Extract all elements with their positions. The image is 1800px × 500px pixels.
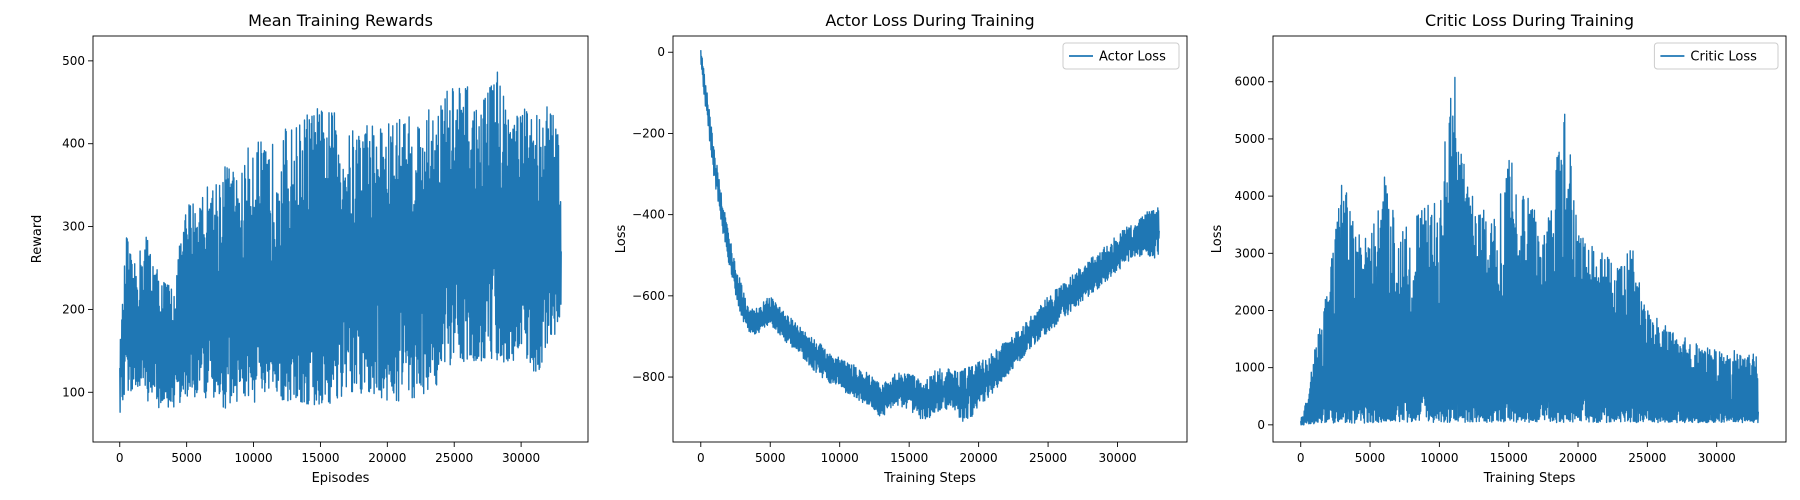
legend-label: Critic Loss — [1690, 50, 1757, 65]
y-tick-label: 200 — [62, 302, 85, 316]
x-tick-label: 5000 — [1355, 451, 1386, 465]
y-axis-label: Loss — [1210, 225, 1225, 254]
x-tick-label: 10000 — [821, 451, 859, 465]
panel-actor-loss: Actor Loss During Training Training Step… — [614, 11, 1188, 486]
x-tick-label: 25000 — [435, 451, 473, 465]
x-tick-label: 25000 — [1029, 451, 1067, 465]
x-tick-label: 30000 — [1698, 451, 1736, 465]
y-tick-label: 300 — [62, 220, 85, 234]
chart-title: Critic Loss During Training — [1425, 11, 1634, 30]
panel-mean-training-rewards: Mean Training Rewards Episodes Reward 0 5… — [30, 11, 589, 486]
axes-frame — [92, 35, 589, 443]
panel-critic-loss: Critic Loss During Training Training Ste… — [1210, 11, 1787, 486]
x-tick-label: 15000 — [890, 451, 928, 465]
legend-label: Actor Loss — [1099, 50, 1166, 65]
x-tick-label: 0 — [1297, 451, 1305, 465]
x-tick-label: 30000 — [502, 451, 540, 465]
y-axis-label: Reward — [30, 215, 45, 263]
x-tick-label: 15000 — [1490, 451, 1528, 465]
legend-box — [1062, 42, 1180, 70]
y-tick-label: 100 — [62, 385, 85, 399]
y-tick-label: 6000 — [1234, 75, 1265, 89]
y-tick-label: 4000 — [1234, 189, 1265, 203]
x-tick-label: 15000 — [301, 451, 339, 465]
x-tick-label: 20000 — [1559, 451, 1597, 465]
x-axis-label: Training Steps — [1483, 471, 1576, 486]
y-tick-label: 400 — [62, 137, 85, 151]
x-tick-label: 25000 — [1628, 451, 1666, 465]
legend-box — [1653, 42, 1779, 70]
y-tick-label: 0 — [657, 45, 665, 59]
y-tick-label: 2000 — [1234, 303, 1265, 317]
y-tick-label: 0 — [1257, 418, 1265, 432]
x-tick-label: 30000 — [1098, 451, 1136, 465]
chart-title: Mean Training Rewards — [248, 11, 433, 30]
x-axis-label: Episodes — [312, 471, 370, 486]
x-tick-label: 0 — [697, 451, 705, 465]
x-tick-label: 5000 — [755, 451, 786, 465]
x-tick-label: 10000 — [234, 451, 272, 465]
x-tick-label: 20000 — [368, 451, 406, 465]
y-tick-label: 500 — [62, 54, 85, 68]
y-tick-label: −600 — [632, 289, 665, 303]
axes-frame — [1272, 35, 1787, 443]
series-line — [119, 71, 562, 413]
series-line — [1300, 76, 1759, 426]
x-tick-label: 20000 — [960, 451, 998, 465]
x-tick-label: 0 — [116, 451, 124, 465]
y-tick-label: 3000 — [1234, 246, 1265, 260]
y-tick-label: 5000 — [1234, 132, 1265, 146]
x-tick-label: 5000 — [171, 451, 202, 465]
y-axis-label: Loss — [614, 225, 629, 254]
x-axis-label: Training Steps — [883, 471, 976, 486]
chart-title: Actor Loss During Training — [825, 11, 1034, 30]
x-tick-label: 10000 — [1420, 451, 1458, 465]
y-tick-label: 1000 — [1234, 361, 1265, 375]
series-line — [700, 50, 1160, 422]
y-tick-label: −400 — [632, 208, 665, 222]
axes-frame — [672, 35, 1188, 443]
y-tick-label: −800 — [632, 370, 665, 384]
y-tick-label: −200 — [632, 126, 665, 140]
